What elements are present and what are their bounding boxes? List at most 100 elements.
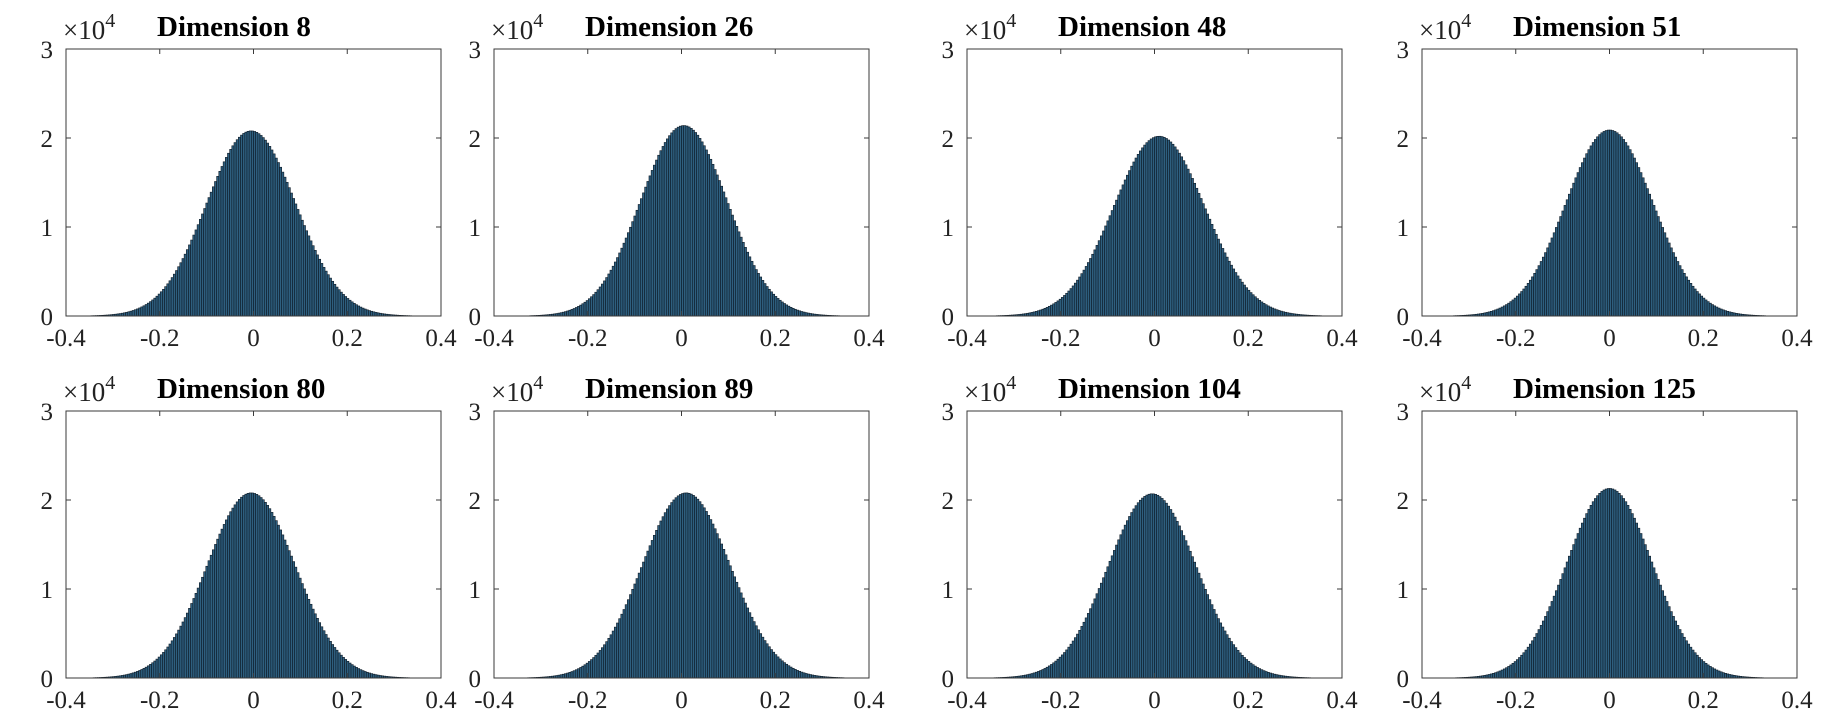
histogram-bar: [1502, 305, 1506, 317]
histogram-bar: [733, 220, 737, 317]
histogram-bar: [735, 581, 739, 679]
histogram-bar: [1596, 495, 1599, 679]
histogram-bar: [1498, 670, 1502, 679]
histogram-bar: [1533, 273, 1537, 317]
histogram-bar: [1630, 153, 1634, 317]
histogram-bar: [785, 663, 789, 679]
histogram-bar: [164, 649, 168, 679]
histogram-bar: [1240, 281, 1244, 317]
histogram-bar: [220, 528, 224, 679]
histogram-bar: [1165, 138, 1168, 317]
histogram-bar: [750, 616, 754, 679]
histogram-bar: [1680, 269, 1684, 317]
histogram-bar: [561, 673, 565, 679]
histogram-bar: [1084, 617, 1088, 679]
histogram-bar: [1557, 584, 1560, 679]
x-tick-label: 0.2: [760, 325, 791, 352]
histogram-bar: [1238, 278, 1242, 317]
histogram-bar: [605, 641, 609, 679]
histogram-bar: [1277, 310, 1281, 317]
histogram-bar: [1628, 149, 1632, 317]
histogram-bar: [613, 261, 617, 317]
histogram-bar: [624, 604, 628, 679]
histogram-bar: [761, 280, 765, 317]
histogram-bar: [1054, 660, 1058, 679]
histogram-bar: [322, 267, 326, 317]
histogram-bar: [324, 634, 328, 679]
histogram-bar: [337, 289, 341, 317]
histogram-bar: [1039, 670, 1043, 679]
histogram-bar: [579, 667, 583, 679]
histogram-bar: [1154, 494, 1157, 679]
x-tick-label: 0: [675, 325, 688, 352]
histogram-bar: [772, 293, 776, 317]
subplot-title: Dimension 125: [1513, 373, 1696, 405]
histogram-bar: [1212, 229, 1216, 317]
histogram-bar: [285, 182, 289, 317]
histogram-bar: [1045, 307, 1049, 317]
histogram-bar: [1260, 301, 1264, 317]
histogram-bar: [1089, 258, 1092, 317]
subplot-4: 0 1 2 3 -0.4 -0.2 0 0.2 0.4 ×104 Dimension 51: [1397, 10, 1814, 352]
histogram-bar: [1646, 550, 1649, 679]
histogram-bar: [672, 499, 676, 679]
histogram-bar: [776, 298, 780, 317]
histogram-bar: [1489, 673, 1493, 679]
histogram-bar: [1117, 539, 1121, 679]
histogram-bar: [1698, 293, 1701, 317]
histogram-bar: [242, 495, 246, 679]
histogram-bar: [1195, 187, 1199, 317]
y-tick-label: 0: [942, 304, 955, 331]
histogram-bar: [1496, 671, 1500, 679]
histogram-bar: [590, 659, 593, 679]
histogram-bar: [761, 636, 765, 679]
histogram-bar: [203, 571, 207, 679]
histogram-bar: [1080, 626, 1084, 679]
histogram-bar: [1076, 633, 1079, 679]
histogram-bar: [1126, 174, 1129, 317]
histogram-bar: [242, 133, 246, 317]
histogram-bar: [1561, 210, 1565, 317]
subplot-title: Dimension 80: [157, 373, 325, 405]
histogram-bar: [1678, 265, 1682, 317]
histogram-bar: [168, 280, 172, 317]
histogram-bar: [570, 309, 574, 317]
histogram-bar: [240, 496, 243, 679]
histogram-bar: [607, 273, 611, 317]
histogram-bar: [566, 672, 570, 679]
histogram-bar: [624, 237, 628, 317]
histogram-bar: [1178, 525, 1181, 679]
histogram-bar: [1123, 179, 1127, 317]
histogram-bar: [707, 154, 710, 317]
subplot-1: 0 1 2 3 -0.4 -0.2 0 0.2 0.4 ×104 Dimension 8: [41, 10, 458, 352]
histogram-bar: [1256, 667, 1259, 679]
histogram-bar: [1708, 666, 1712, 679]
x-tick-label: -0.4: [947, 325, 987, 352]
histogram-bar: [1509, 664, 1513, 679]
histogram-bar: [318, 258, 322, 317]
histogram-bar: [1227, 260, 1231, 317]
y-scale-multiplier: ×104: [63, 10, 115, 45]
histogram-bar: [201, 213, 204, 317]
histogram-bar: [363, 671, 367, 679]
histogram-bar: [1615, 132, 1619, 317]
histogram-bar: [663, 512, 667, 679]
histogram-bar: [1045, 666, 1049, 679]
histogram-bar: [1650, 199, 1654, 317]
histogram-bar: [170, 640, 174, 679]
histogram-bar: [181, 258, 185, 317]
histogram-bar: [316, 618, 319, 679]
histogram-bar: [1266, 671, 1270, 679]
histogram-bar: [1030, 673, 1034, 679]
histogram-bar: [1620, 495, 1623, 679]
histogram-bar: [1251, 664, 1255, 679]
histogram-bar: [370, 310, 374, 317]
histogram-bar: [1080, 273, 1084, 317]
histogram-bar: [322, 630, 326, 679]
histogram-bar: [255, 494, 259, 679]
histogram-bar: [722, 191, 726, 317]
histogram-bar: [757, 629, 760, 679]
histogram-bar: [1169, 509, 1173, 679]
histogram-bar: [631, 221, 635, 317]
histogram-bar: [598, 286, 602, 317]
